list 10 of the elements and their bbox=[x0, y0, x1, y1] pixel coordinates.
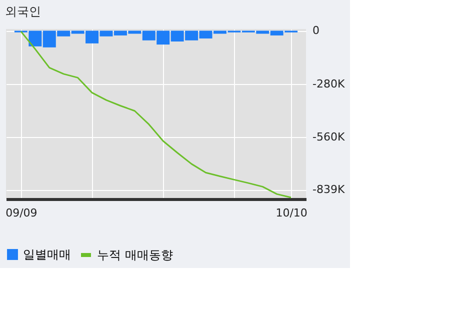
y-tick-label: -839K bbox=[312, 183, 346, 196]
chart-title: 외국인 bbox=[5, 4, 42, 19]
y-tick-label: -280K bbox=[312, 77, 346, 90]
x-tick-label: 10/10 bbox=[276, 206, 308, 220]
y-tick-label: 0 bbox=[312, 24, 320, 38]
y-tick-label: -560K bbox=[312, 130, 346, 144]
line-series bbox=[20, 30, 292, 198]
legend-label: 일별매매 bbox=[23, 248, 71, 262]
legend-label: 누적 매매동향 bbox=[97, 248, 173, 262]
x-tick-label: 09/09 bbox=[6, 206, 38, 220]
